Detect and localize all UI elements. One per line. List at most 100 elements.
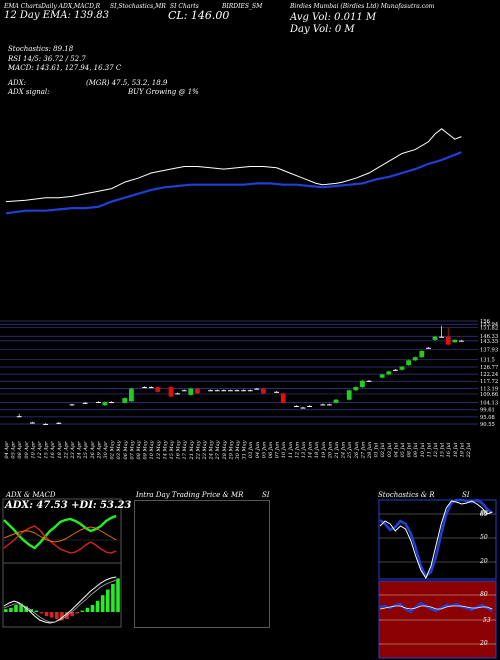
date-tick-54: 27 Jun [360,442,366,459]
date-tick-26: 16 May [176,440,182,459]
candle-body-51 [452,339,458,343]
macd-bar-4 [24,606,28,612]
macd-bar-2 [14,605,18,612]
ema-short-line [5,128,462,203]
macd-bar-10 [55,612,59,619]
rsi-tick-20: 20 [480,640,488,647]
price-tick-0: 156 [480,319,490,325]
candle-body-38 [360,380,365,388]
candle-body-14 [168,387,174,397]
candle-body-8 [109,402,114,404]
date-tick-30: 23 May [202,440,208,460]
date-tick-27: 17 May [182,440,188,459]
date-tick-4: 10 Apr [30,441,36,459]
price-tick-15: 90.55 [480,422,495,428]
candle-body-23 [234,390,240,392]
rsi-frame [378,580,497,659]
date-tick-1: 05 Apr [11,441,17,459]
candle-body-6 [96,402,101,404]
date-tick-46: 14 Jun [308,442,314,458]
date-tick-64: 11 Jul [426,442,432,457]
candle-body-52 [459,340,464,342]
candle-body-45 [412,357,418,361]
ema-value: 12 Day EMA: 139.83 [4,10,110,21]
date-tick-38: 04 Jun [255,442,261,458]
macd-bar-22 [116,578,120,612]
macd-readout: MACD: 143.61, 127.94, 16.37 C [8,64,122,72]
candle-body-42 [393,369,398,371]
stoch-tick-20: 20 [480,558,488,565]
adx-minus-di-line [3,525,117,554]
date-tick-44: 12 Jun [294,442,300,458]
candle-body-49 [439,336,444,338]
date-tick-47: 18 Jun [314,442,320,458]
candle-body-47 [426,347,431,349]
candle-body-24 [241,390,246,392]
day-volume: Day Vol: 0 M [290,24,355,35]
date-tick-55: 28 Jun [367,442,373,459]
ema-lines [5,128,462,215]
price-tick-9: 117.72 [480,379,498,385]
adx-plus-di-line [3,514,117,550]
adx-panel-readout: ADX: 47.53 +DI: 53.23 -DI: 18.90 [5,500,191,511]
date-tick-36: 31 May [242,440,248,459]
date-tick-21: 09 May [143,440,149,459]
adx-panel-title: ADX & MACD [6,491,56,499]
candle-body-25 [247,390,253,392]
candle-body-33 [320,404,326,406]
date-tick-50: 21 Jun [334,442,340,459]
date-tick-56: 01 Jul [374,442,380,457]
date-tick-28: 21 May [189,440,195,460]
stoch-marker: 89 [480,511,488,518]
date-tick-67: 16 Jul [446,442,452,457]
date-tick-12: 25 Apr [83,441,89,460]
macd-bar-3 [19,603,23,612]
adx-signal-value: BUY Growing @ 1% [128,88,199,96]
intraday-title-b: SI [262,491,270,499]
candle-body-50 [445,336,451,345]
date-tick-51: 24 Jun [341,442,347,459]
candle-body-22 [228,390,233,392]
price-tick-8: 122.24 [480,372,499,378]
date-tick-32: 27 May [215,440,221,460]
candle-body-4 [69,404,75,406]
candle-body-46 [419,350,425,358]
adx-label: ADX: [8,79,27,87]
candle-body-32 [307,405,312,407]
price-tick-3: 146.33 [480,334,498,340]
header-line-c: SI Charts [170,3,199,10]
stoch-tick-50: 50 [480,534,488,541]
date-tick-53: 26 Jun [354,442,360,459]
candle-body-34 [327,404,332,406]
date-tick-34: 29 May [228,440,234,460]
macd-bar-0 [4,609,8,612]
date-tick-5: 12 Apr [37,441,43,459]
date-tick-24: 14 May [162,440,168,459]
candle-body-3 [56,422,62,424]
adx-line [3,526,117,543]
candle-body-39 [366,380,372,382]
date-tick-19: 07 May [129,440,135,459]
candle-body-21 [221,390,227,392]
date-tick-8: 18 Apr [57,441,63,459]
date-tick-39: 05 Jun [261,442,267,458]
candle-body-5 [82,402,88,404]
candle-body-28 [274,391,279,393]
candle-body-29 [280,393,286,403]
date-tick-22: 10 May [149,440,155,459]
stoch-panel-title: Stochastics & R [378,491,435,499]
rsi-tick-80: 80 [480,591,488,598]
date-tick-41: 07 Jun [275,442,281,458]
candle-body-27 [261,388,266,394]
price-tick-12: 104.13 [480,401,498,407]
candle-body-20 [214,390,220,392]
date-tick-15: 30 Apr [103,441,109,459]
ema-long-line [5,151,462,215]
date-tick-9: 22 Apr [63,441,69,460]
rsi-signal-line [379,605,493,610]
price-tick-6: 131.5 [480,358,495,364]
macd-bar-18 [95,600,100,612]
intraday-panel [134,500,270,628]
macd-bar-13 [70,612,74,617]
